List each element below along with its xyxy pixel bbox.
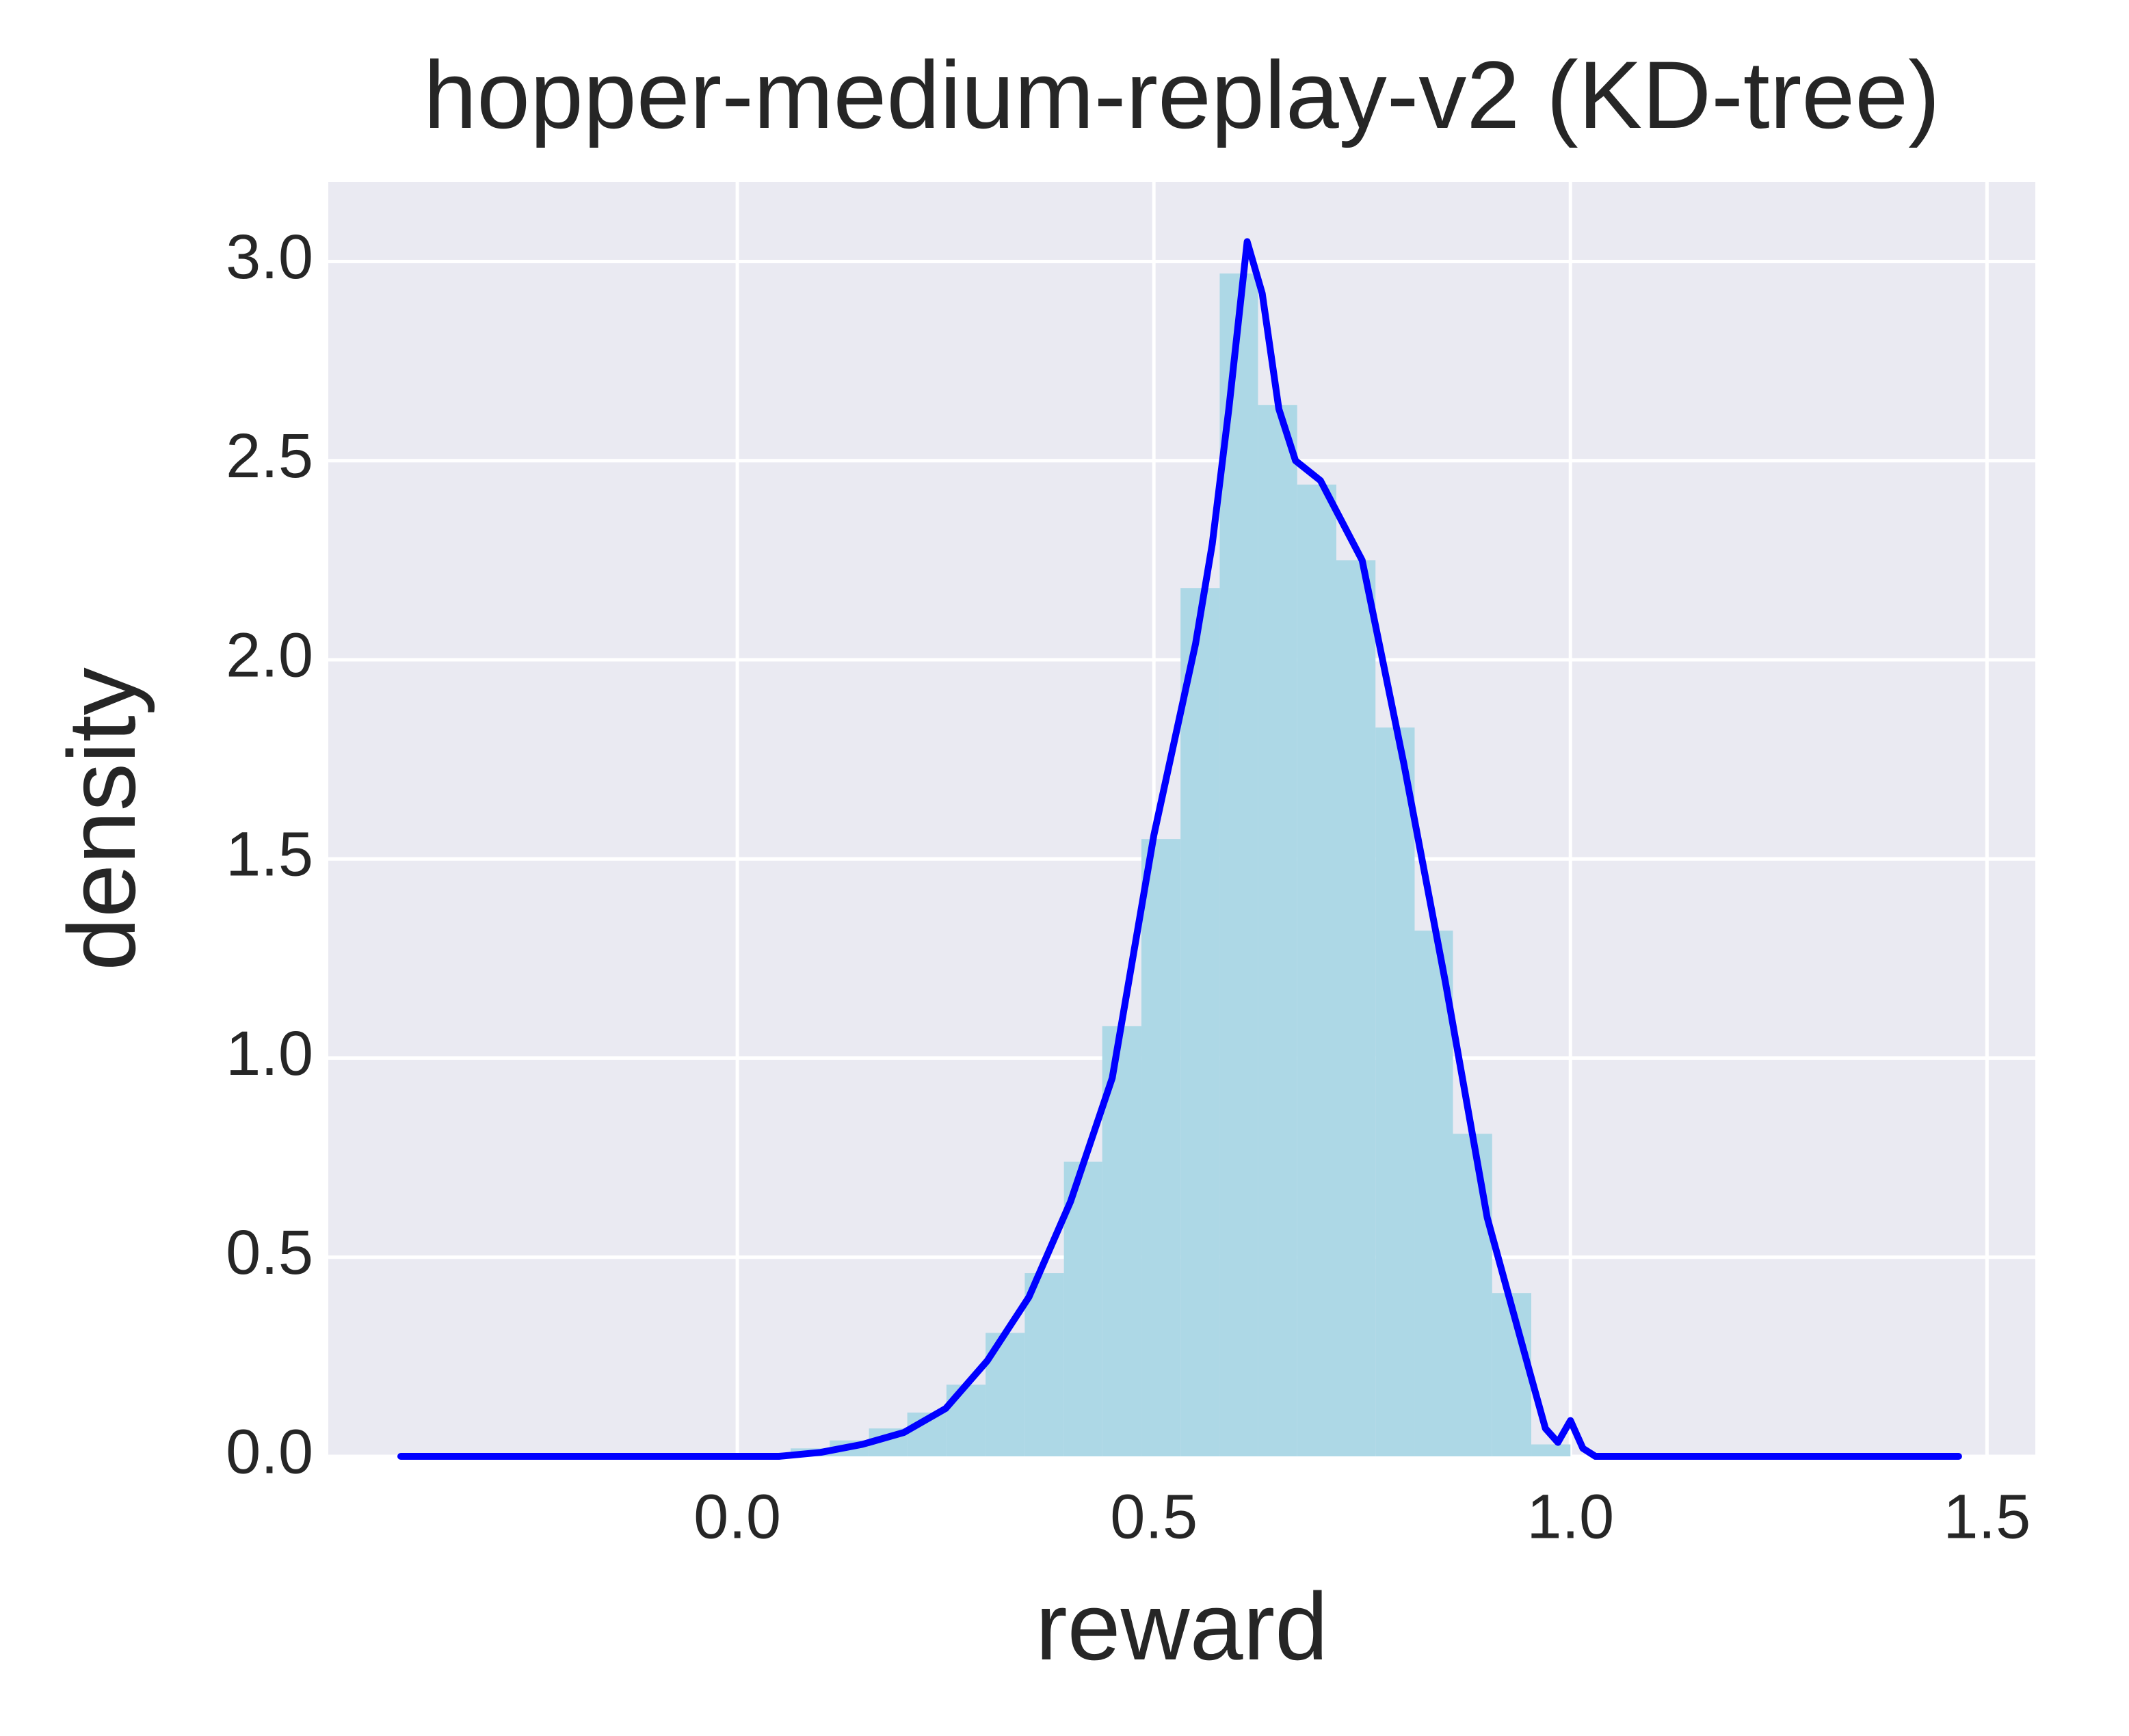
bar: [1414, 931, 1453, 1456]
bar: [1297, 484, 1336, 1457]
bar: [1336, 560, 1376, 1456]
y-tick-label: 1.0: [226, 1019, 313, 1089]
bar: [1453, 1134, 1492, 1456]
bar: [1492, 1293, 1532, 1456]
bar: [1063, 1161, 1102, 1456]
y-tick-label: 0.0: [226, 1417, 313, 1486]
x-tick-label: 0.0: [693, 1482, 781, 1551]
y-tick-label: 2.5: [226, 421, 313, 491]
y-tick-label: 0.5: [226, 1218, 313, 1287]
x-axis-label: reward: [1035, 1573, 1328, 1680]
y-tick-label: 3.0: [226, 222, 313, 292]
bar: [1258, 405, 1297, 1457]
marks: [397, 238, 1962, 1460]
bar: [1024, 1273, 1064, 1456]
bar: [1141, 839, 1181, 1456]
kde-line: [397, 238, 1962, 1460]
x-tick-label: 0.5: [1110, 1482, 1198, 1551]
bar: [1375, 727, 1415, 1456]
bar: [1180, 588, 1220, 1456]
bar: [1531, 1444, 1571, 1456]
bar: [1219, 273, 1258, 1457]
x-tick-label: 1.0: [1526, 1482, 1614, 1551]
chart-title: hopper-medium-replay-v2 (KD-tree): [423, 41, 1940, 148]
y-tick-label: 2.0: [226, 620, 313, 690]
bar: [946, 1385, 986, 1456]
y-axis-label: density: [48, 667, 155, 971]
y-tick-label: 1.5: [226, 820, 313, 890]
x-tick-label: 1.5: [1943, 1482, 2031, 1551]
